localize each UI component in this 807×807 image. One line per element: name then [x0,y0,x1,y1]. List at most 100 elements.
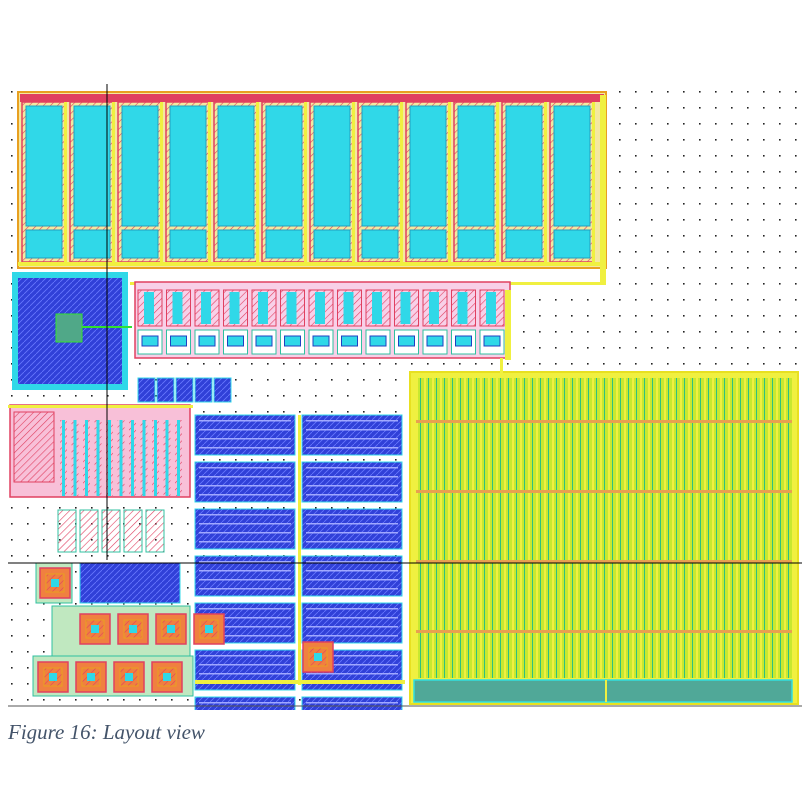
layout-shape [25,105,63,227]
layout-shape [306,579,398,581]
layout-shape [229,292,240,324]
layout-shape [194,377,213,403]
layout-shape [306,514,398,516]
layout-shape [125,673,133,681]
layout-shape [505,290,511,360]
layout-shape [429,292,439,324]
layout-shape [156,377,175,403]
layout-shape [201,292,211,324]
layout-shape [457,105,495,227]
layout-shape [592,102,595,262]
layout-shape [199,438,291,440]
layout-view [8,84,802,710]
layout-shape [87,673,95,681]
layout-shape [227,335,244,347]
layout-shape [195,680,405,684]
layout-shape [306,655,398,657]
layout-shape [8,405,193,408]
layout-shape [486,292,496,324]
layout-shape [121,229,159,259]
layout-shape [199,523,291,525]
layout-shape [409,229,447,259]
layout-shape [416,560,792,563]
layout-shape [455,335,472,347]
layout-shape [217,105,255,227]
layout-shape [199,420,291,422]
layout-shape [306,561,398,563]
layout-shape [306,617,398,619]
layout-shape [199,541,291,543]
layout-shape [199,617,291,619]
layout-shape [306,523,398,525]
layout-shape [85,420,88,496]
layout-shape [119,420,123,496]
layout-shape [75,661,107,693]
layout-shape [256,102,259,262]
layout-shape [172,292,183,324]
layout-shape [306,608,398,610]
layout-shape [505,105,543,227]
layout-shape [312,335,330,347]
layout-shape [361,105,399,227]
layout-shape [255,335,273,347]
layout-shape [286,292,297,324]
layout-shape [553,105,591,227]
layout-shape [199,673,291,675]
layout-shape [341,335,358,347]
layout-shape [398,335,415,347]
layout-shape [416,420,792,423]
figure-caption: Figure 16: Layout view [8,720,205,744]
layout-shape [160,102,163,262]
layout-shape [306,485,398,487]
layout-shape [199,570,291,572]
layout-shape [170,335,187,347]
layout-shape [167,625,175,633]
layout-shape [199,429,291,431]
layout-shape [306,626,398,628]
layout-shape [400,292,411,324]
layout-shape [343,292,354,324]
layout-shape [198,335,216,347]
layout-shape [217,229,255,259]
layout-shape [315,292,325,324]
layout-shape [199,702,291,704]
layout-shape [199,608,291,610]
layout-shape [199,485,291,487]
layout-shape [544,102,547,262]
layout-shape [101,509,121,553]
layout-shape [306,467,398,469]
layout-shape [25,229,63,259]
layout-shape [372,292,382,324]
layout-shape [121,105,159,227]
layout-shapes [8,91,799,710]
layout-shape [298,415,301,685]
layout-shape [199,655,291,657]
layout-shape [145,509,165,553]
layout-shape [306,664,398,666]
layout-shape [96,420,100,496]
layout-shape [73,420,77,496]
layout-shape [123,509,143,553]
layout-shape [108,420,111,496]
layout-shape [169,105,207,227]
layout-shape [165,420,169,496]
layout-shape [483,335,501,347]
layout-shape [553,229,591,259]
layout-shape [416,490,792,493]
layout-shape [199,635,291,637]
layout-shape [306,588,398,590]
layout-shape [500,358,503,374]
layout-shape [73,229,111,259]
layout-shape [369,335,387,347]
layout-shape [163,673,171,681]
layout-shape [306,476,398,478]
layout-shape [141,335,159,347]
layout-shape [306,570,398,572]
layout-shape [199,561,291,563]
layout-shape [496,102,499,262]
layout-shape [306,532,398,534]
layout-shape [199,494,291,496]
layout-shape [213,377,232,403]
layout-shape [199,532,291,534]
layout-shape [306,438,398,440]
